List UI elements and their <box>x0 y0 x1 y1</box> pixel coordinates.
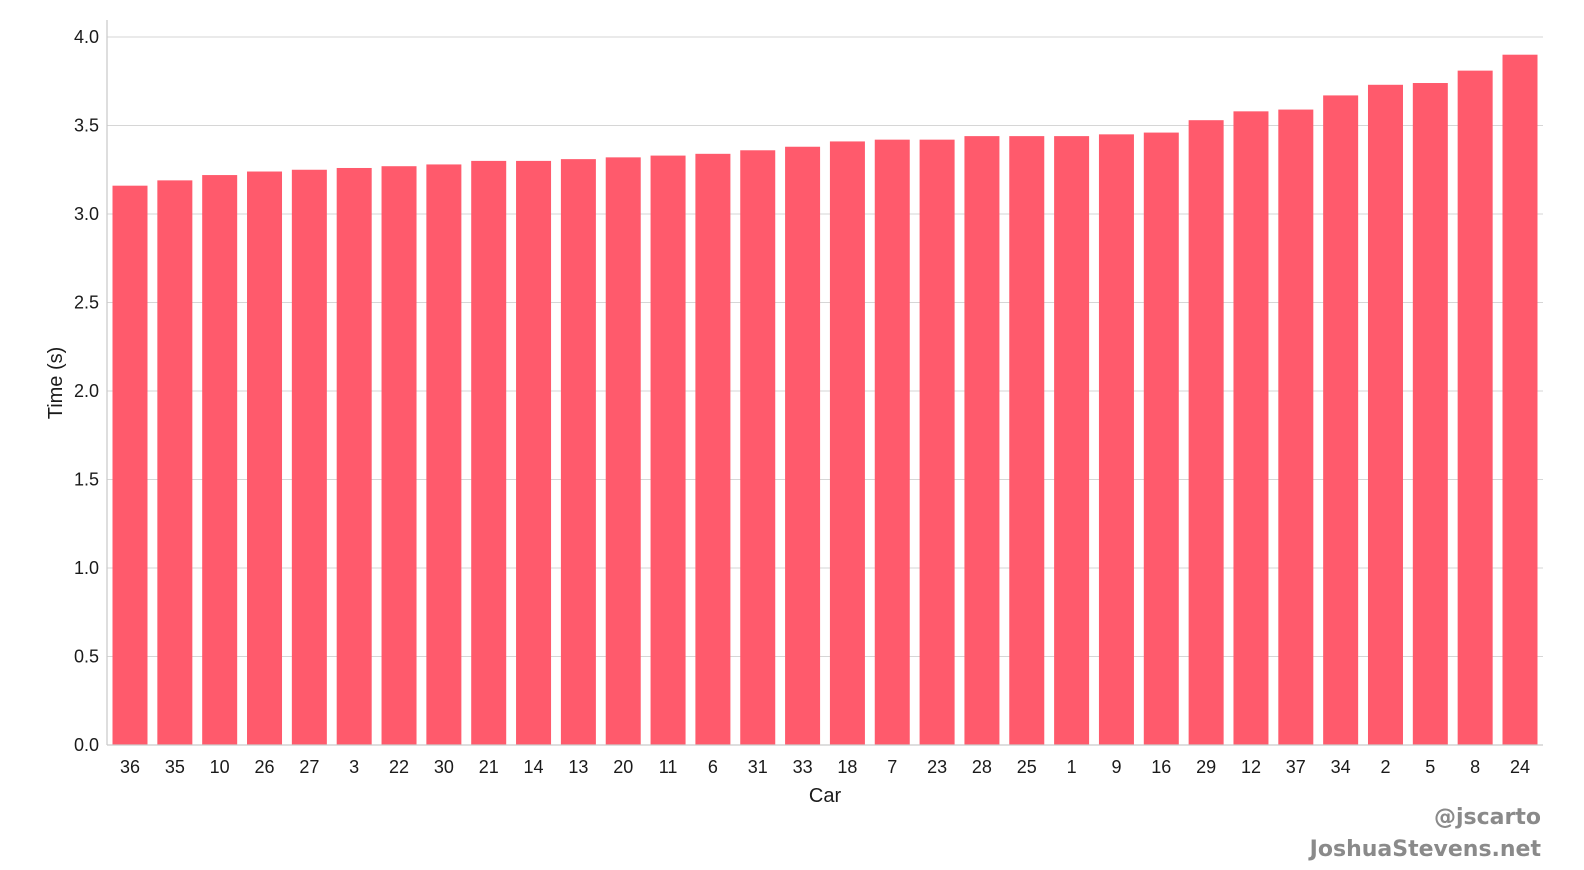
y-tick-label: 2.0 <box>74 381 99 401</box>
x-tick-label: 11 <box>659 757 678 777</box>
bar-car-24 <box>1502 54 1538 745</box>
bar-car-28 <box>964 136 1000 745</box>
x-tick-label: 23 <box>927 757 947 777</box>
x-tick-label: 12 <box>1241 757 1261 777</box>
bar-car-18 <box>829 141 865 745</box>
x-tick-label: 22 <box>389 757 409 777</box>
bar-car-1 <box>1054 136 1090 745</box>
y-tick-label: 3.5 <box>74 116 99 136</box>
x-tick-label: 16 <box>1151 757 1171 777</box>
bar-car-31 <box>740 150 776 745</box>
bar-car-8 <box>1457 70 1493 745</box>
y-tick-label: 4.0 <box>74 27 99 47</box>
x-tick-label: 35 <box>165 757 185 777</box>
x-tick-label: 10 <box>210 757 230 777</box>
bar-car-10 <box>202 175 238 745</box>
x-tick-label: 29 <box>1196 757 1216 777</box>
bar-car-23 <box>919 139 955 745</box>
credit-handle: @jscarto <box>1434 805 1541 830</box>
y-tick-label: 1.5 <box>74 470 99 490</box>
x-tick-label: 2 <box>1380 757 1390 777</box>
bar-car-3 <box>336 167 372 746</box>
bar-car-11 <box>650 155 686 746</box>
x-tick-label: 21 <box>479 757 499 777</box>
bar-car-9 <box>1098 134 1134 746</box>
x-tick-label: 33 <box>793 757 813 777</box>
bar-car-26 <box>247 171 283 745</box>
bar-car-20 <box>605 157 641 746</box>
bar-car-7 <box>874 139 910 745</box>
bar-car-12 <box>1233 111 1269 746</box>
x-tick-label: 3 <box>349 757 359 777</box>
x-tick-label: 25 <box>1017 757 1037 777</box>
y-tick-label: 0.0 <box>74 735 99 755</box>
x-tick-label: 20 <box>613 757 633 777</box>
credit-website: JoshuaStevens.net <box>1308 837 1542 862</box>
x-tick-label: 37 <box>1286 757 1306 777</box>
x-tick-label: 24 <box>1510 757 1530 777</box>
x-tick-label: 6 <box>708 757 718 777</box>
x-tick-label: 1 <box>1067 757 1077 777</box>
x-tick-label: 26 <box>255 757 275 777</box>
x-tick-labels: 36 35 10 26 27 3 22 30 21 14 13 20 11 6 31 33 18 7 23 28 25 1… <box>120 757 1530 777</box>
bar-car-27 <box>291 169 327 745</box>
y-tick-label: 0.5 <box>74 647 99 667</box>
bar-car-25 <box>1009 136 1045 745</box>
bar-car-14 <box>516 160 552 745</box>
x-tick-label: 5 <box>1425 757 1435 777</box>
x-axis-title: Car <box>809 785 842 807</box>
x-tick-label: 7 <box>887 757 897 777</box>
bar-car-33 <box>785 146 821 746</box>
x-tick-label: 36 <box>120 757 140 777</box>
y-tick-label: 1.0 <box>74 558 99 578</box>
bar-car-22 <box>381 166 417 745</box>
bar-car-5 <box>1412 83 1448 745</box>
x-tick-label: 31 <box>748 757 768 777</box>
y-tick-label: 3.0 <box>74 204 99 224</box>
x-tick-label: 14 <box>524 757 544 777</box>
bar-car-34 <box>1323 95 1359 745</box>
bar-car-6 <box>695 153 731 745</box>
x-tick-label: 8 <box>1470 757 1480 777</box>
x-tick-label: 27 <box>299 757 319 777</box>
x-tick-label: 34 <box>1331 757 1351 777</box>
bar-car-13 <box>560 159 596 745</box>
bar-car-16 <box>1143 132 1179 745</box>
y-tick-label: 2.5 <box>74 293 99 313</box>
x-tick-label: 30 <box>434 757 454 777</box>
x-tick-label: 13 <box>568 757 588 777</box>
bar-car-30 <box>426 164 462 745</box>
bars <box>112 54 1538 746</box>
bar-car-36 <box>112 185 148 745</box>
bar-car-37 <box>1278 109 1314 745</box>
x-tick-label: 18 <box>837 757 857 777</box>
x-tick-label: 9 <box>1111 757 1121 777</box>
bar-car-2 <box>1367 84 1403 746</box>
y-tick-labels: 0.0 0.5 1.0 1.5 2.0 2.5 3.0 3.5 4.0 <box>74 27 99 755</box>
bar-car-21 <box>471 160 507 745</box>
y-axis-title: Time (s) <box>45 347 67 420</box>
x-tick-label: 28 <box>972 757 992 777</box>
bar-car-35 <box>157 180 193 745</box>
bar-car-29 <box>1188 120 1224 745</box>
